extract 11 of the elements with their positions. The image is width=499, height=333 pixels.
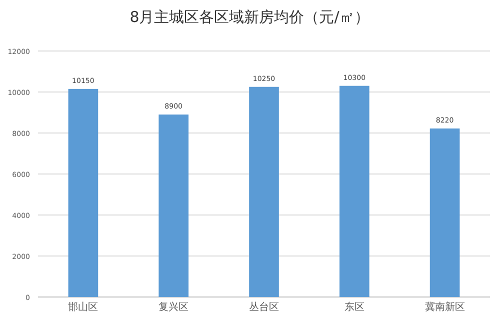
x-tick-label: 邯山区 <box>68 301 98 313</box>
chart-title: 8月主城区各区域新房均价（元/㎡） <box>130 8 370 26</box>
bar <box>430 128 460 297</box>
x-tick-label: 东区 <box>344 301 364 313</box>
bar <box>249 86 279 297</box>
x-tick-label: 复兴区 <box>158 301 189 313</box>
bar <box>158 114 189 297</box>
bar <box>68 88 98 297</box>
x-tick-label: 冀南新区 <box>424 301 465 313</box>
bar <box>339 86 370 297</box>
x-tick-label: 丛台区 <box>249 301 279 313</box>
